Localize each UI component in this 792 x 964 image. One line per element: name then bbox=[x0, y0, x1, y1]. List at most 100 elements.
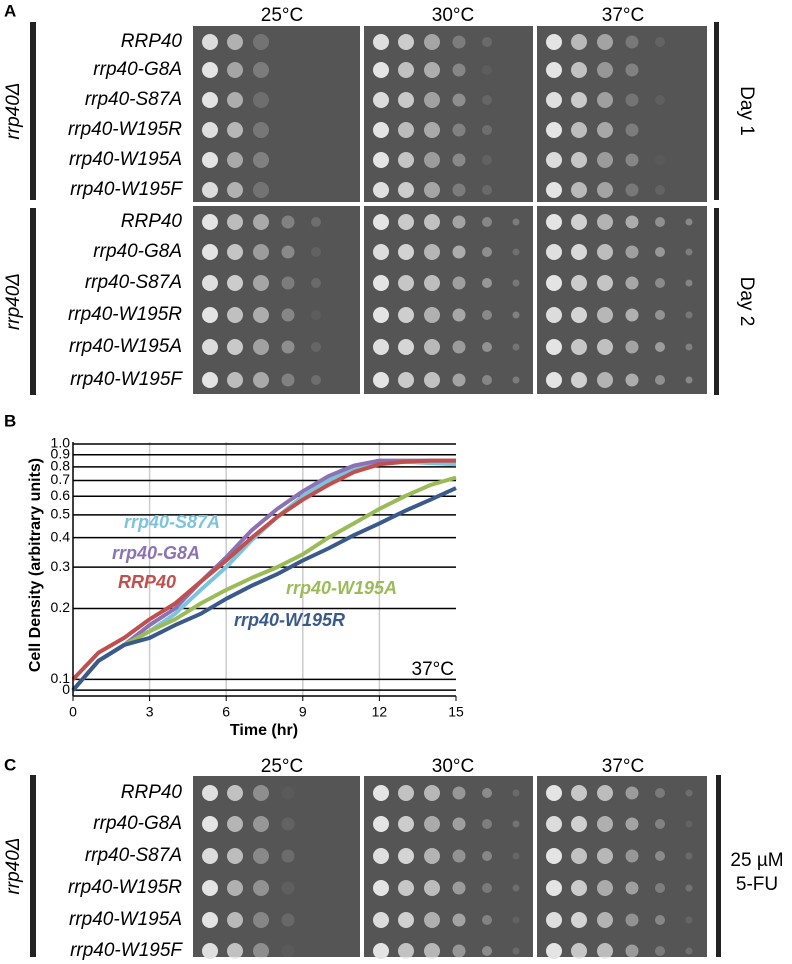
colony-spot bbox=[227, 307, 243, 323]
colony-spot bbox=[685, 279, 693, 287]
strain-label: rrp40-S87A bbox=[85, 89, 182, 110]
colony-spot bbox=[625, 881, 639, 895]
colony-spot bbox=[398, 182, 414, 198]
colony-spot bbox=[253, 152, 269, 168]
colony-spot bbox=[373, 943, 389, 959]
colony-spot bbox=[546, 152, 562, 168]
colony-spot bbox=[625, 63, 639, 77]
y-tick-label: 0.2 bbox=[51, 599, 71, 615]
colony-spot bbox=[571, 339, 587, 355]
colony-spot bbox=[424, 785, 440, 801]
x-tick-label: 15 bbox=[448, 704, 464, 720]
plate bbox=[537, 206, 707, 394]
colony-spot bbox=[655, 37, 665, 47]
strain-label: RRP40 bbox=[121, 782, 183, 803]
colony-spot bbox=[253, 943, 269, 959]
colony-spot bbox=[452, 93, 466, 107]
colony-spot bbox=[253, 244, 269, 260]
colony-spot bbox=[281, 944, 295, 958]
colony-spot bbox=[546, 785, 562, 801]
colony-spot bbox=[546, 307, 562, 323]
colony-spot bbox=[625, 153, 639, 167]
colony-spot bbox=[655, 247, 665, 257]
colony-spot bbox=[482, 217, 492, 227]
colony-spot bbox=[398, 214, 414, 230]
colony-spot bbox=[398, 848, 414, 864]
day-label: Day 2 bbox=[736, 277, 757, 327]
colony-spot bbox=[398, 122, 414, 138]
colony-spot bbox=[253, 62, 269, 78]
colony-spot bbox=[398, 307, 414, 323]
colony-spot bbox=[253, 880, 269, 896]
colony-spot bbox=[512, 343, 520, 351]
colony-spot bbox=[253, 214, 269, 230]
colony-spot bbox=[373, 214, 389, 230]
y-tick-label: 0.8 bbox=[51, 458, 71, 474]
colony-spot bbox=[655, 342, 665, 352]
colony-spot bbox=[398, 62, 414, 78]
colony-spot bbox=[685, 248, 693, 256]
colony-spot bbox=[482, 915, 492, 925]
colony-spot bbox=[202, 848, 218, 864]
colony-spot bbox=[373, 372, 389, 388]
colony-spot bbox=[512, 884, 520, 892]
colony-spot bbox=[398, 785, 414, 801]
colony-spot bbox=[227, 122, 243, 138]
series-label: rrp40-G8A bbox=[112, 543, 200, 563]
plate bbox=[537, 26, 707, 202]
colony-spot bbox=[253, 372, 269, 388]
colony-spot bbox=[655, 217, 665, 227]
colony-spot bbox=[253, 275, 269, 291]
colony-spot bbox=[202, 34, 218, 50]
colony-spot bbox=[311, 278, 321, 288]
group-bar bbox=[30, 22, 36, 200]
colony-spot bbox=[625, 849, 639, 863]
colony-spot bbox=[482, 65, 492, 75]
colony-spot bbox=[625, 913, 639, 927]
colony-spot bbox=[625, 373, 639, 387]
colony-spot bbox=[597, 848, 613, 864]
colony-spot bbox=[424, 34, 440, 50]
colony-spot bbox=[452, 849, 466, 863]
plate bbox=[537, 776, 707, 957]
colony-spot bbox=[227, 62, 243, 78]
colony-spot bbox=[227, 785, 243, 801]
colony-spot bbox=[253, 785, 269, 801]
colony-spot bbox=[202, 943, 218, 959]
y-axis-label: Cell Density (arbitrary units) bbox=[27, 458, 44, 672]
colony-spot bbox=[281, 340, 295, 354]
colony-spot bbox=[571, 816, 587, 832]
strain-label: rrp40-W195F bbox=[70, 940, 183, 961]
colony-spot bbox=[685, 343, 693, 351]
colony-spot bbox=[546, 122, 562, 138]
colony-spot bbox=[655, 915, 665, 925]
colony-spot bbox=[655, 851, 665, 861]
panel-letter: A bbox=[4, 1, 16, 20]
colony-spot bbox=[227, 214, 243, 230]
colony-spot bbox=[398, 244, 414, 260]
colony-spot bbox=[398, 943, 414, 959]
colony-spot bbox=[685, 311, 693, 319]
x-tick-label: 6 bbox=[222, 704, 230, 720]
colony-spot bbox=[452, 123, 466, 137]
colony-spot bbox=[546, 275, 562, 291]
colony-spot bbox=[597, 785, 613, 801]
colony-spot bbox=[373, 34, 389, 50]
strain-label: rrp40-W195R bbox=[68, 304, 182, 325]
colony-spot bbox=[597, 880, 613, 896]
growth-curve bbox=[71, 475, 457, 692]
colony-spot bbox=[571, 62, 587, 78]
colony-spot bbox=[546, 182, 562, 198]
colony-spot bbox=[398, 816, 414, 832]
colony-spot bbox=[452, 340, 466, 354]
colony-spot bbox=[281, 373, 295, 387]
panel-letter: B bbox=[4, 411, 16, 430]
series-label: rrp40-W195R bbox=[234, 610, 345, 630]
colony-spot bbox=[311, 310, 321, 320]
colony-spot bbox=[482, 883, 492, 893]
colony-spot bbox=[398, 152, 414, 168]
colony-spot bbox=[281, 215, 295, 229]
colony-spot bbox=[452, 786, 466, 800]
colony-spot bbox=[546, 34, 562, 50]
colony-spot bbox=[482, 125, 492, 135]
